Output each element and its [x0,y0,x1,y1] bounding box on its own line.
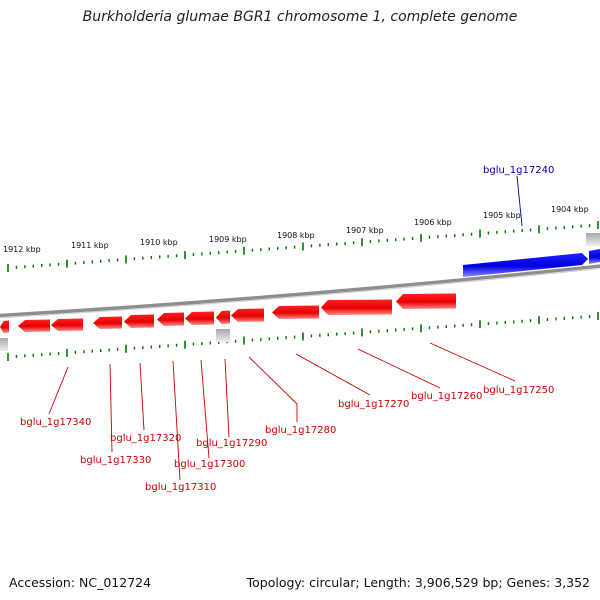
gene-label: bglu_1g17240 [483,165,554,176]
forward-gene [589,249,600,264]
gene-label: bglu_1g17320 [110,433,181,444]
genome-summary-text: Topology: circular; Length: 3,906,529 bp… [246,575,590,590]
kbp-label: 1912 kbp [3,245,41,254]
reverse-gene [157,312,184,326]
grey-feature [0,338,8,351]
reverse-gene [124,314,154,328]
gene-label: bglu_1g17300 [174,459,245,470]
label-leader [109,363,113,453]
gene-label: bglu_1g17280 [265,425,336,436]
reverse-gene [18,319,50,332]
label-leader [295,353,371,396]
kbp-label: 1908 kbp [277,231,315,240]
kbp-label: 1904 kbp [551,205,589,214]
reverse-tick-ruler [7,312,599,361]
gene-features [0,233,600,351]
kbp-label: 1907 kbp [346,226,384,235]
gene-label: bglu_1g17290 [196,438,267,449]
forward-gene [463,253,588,277]
label-leader [224,358,230,438]
grey-feature [586,233,600,246]
reverse-gene [93,316,122,329]
gene-label-leaders [48,175,523,481]
kbp-label: 1909 kbp [209,235,247,244]
reverse-gene [51,318,83,331]
kbp-labels: 1912 kbp 1911 kbp 1910 kbp 1909 kbp 1908 kbp… [3,205,589,254]
label-leader [248,356,298,422]
reverse-gene [231,308,264,322]
kbp-label: 1910 kbp [140,238,178,247]
chromosome-backbone [0,264,600,319]
label-leader [429,342,516,382]
label-leader [357,348,441,389]
label-leader [172,360,181,481]
reverse-gene [185,311,214,325]
gene-label: bglu_1g17340 [20,417,91,428]
gene-label: bglu_1g17260 [411,391,482,402]
reverse-gene [396,293,456,309]
label-leader [48,366,69,415]
forward-tick-ruler [7,221,599,272]
label-leader [200,359,210,459]
gene-labels: bglu_1g17240bglu_1g17250bglu_1g17260bglu… [20,165,554,493]
accession-text: Accession: NC_012724 [9,575,152,590]
reverse-gene [272,305,319,319]
label-leader [516,175,523,227]
gene-label: bglu_1g17270 [338,399,409,410]
grey-feature [216,329,230,342]
kbp-label: 1911 kbp [71,241,109,250]
label-leader [139,362,145,431]
page-title: Burkholderia glumae BGR1 chromosome 1, c… [82,9,518,25]
reverse-gene [216,310,230,324]
gene-label: bglu_1g17310 [145,482,216,493]
reverse-gene [0,320,9,333]
kbp-label: 1906 kbp [414,218,452,227]
reverse-gene [321,299,392,315]
gene-label: bglu_1g17250 [483,385,554,396]
gene-label: bglu_1g17330 [80,455,151,466]
kbp-label: 1905 kbp [483,211,521,220]
